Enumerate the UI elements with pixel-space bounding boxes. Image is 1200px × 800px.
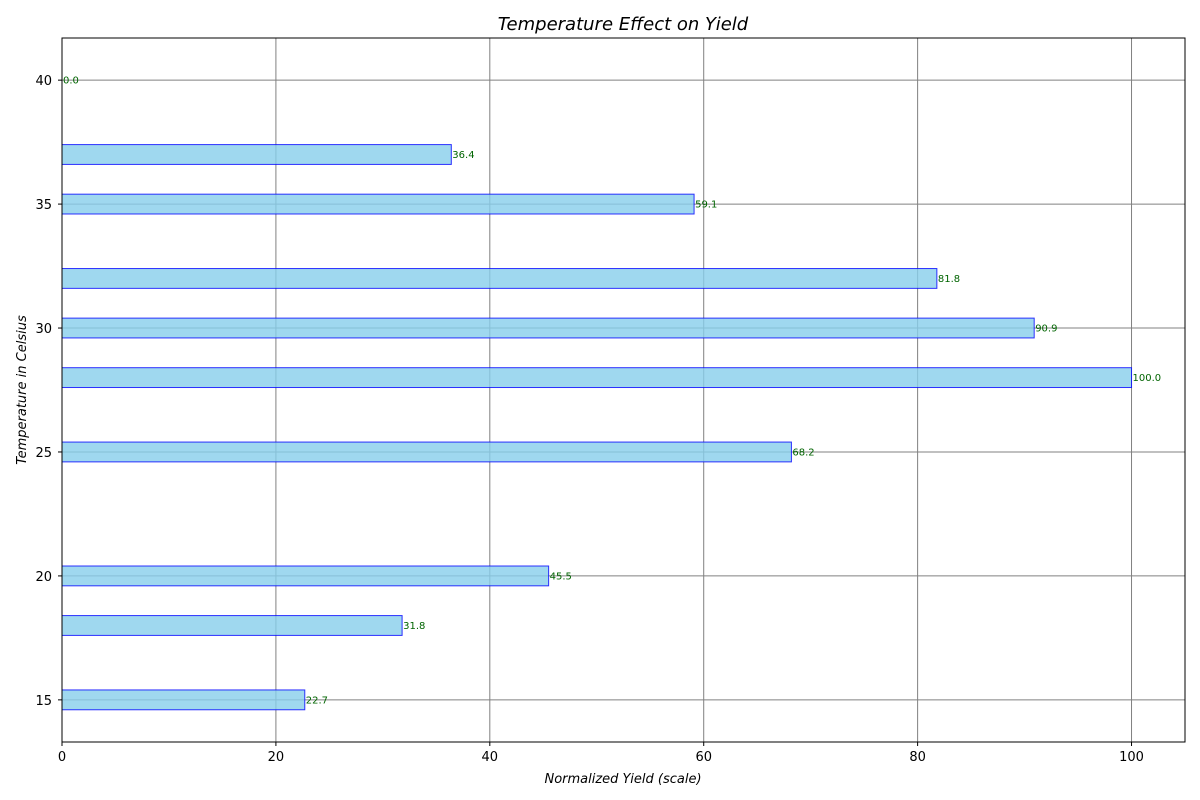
bar bbox=[62, 616, 402, 636]
y-tick-label: 40 bbox=[35, 74, 52, 89]
x-tick-label: 100 bbox=[1119, 750, 1144, 765]
bar bbox=[62, 566, 549, 586]
bar-value-label: 100.0 bbox=[1133, 373, 1162, 384]
bar bbox=[62, 145, 451, 165]
bar bbox=[62, 442, 791, 462]
x-tick-label: 20 bbox=[268, 750, 285, 765]
x-tick-label: 40 bbox=[482, 750, 499, 765]
bar-value-label: 59.1 bbox=[695, 200, 717, 211]
y-axis-label: Temperature in Celsius bbox=[15, 315, 30, 465]
bar-value-label: 22.7 bbox=[306, 695, 328, 706]
y-tick-label: 35 bbox=[35, 198, 52, 213]
bar-value-label: 90.9 bbox=[1035, 324, 1057, 335]
grid-lines bbox=[62, 38, 1185, 742]
bar-value-label: 81.8 bbox=[938, 274, 960, 285]
bar-value-label: 45.5 bbox=[550, 571, 572, 582]
x-tick-label: 80 bbox=[909, 750, 926, 765]
bar-value-label: 36.4 bbox=[452, 150, 474, 161]
bar bbox=[62, 194, 694, 214]
chart-title: Temperature Effect on Yield bbox=[498, 14, 749, 35]
bars bbox=[62, 145, 1132, 710]
y-tick-label: 25 bbox=[35, 446, 52, 461]
bar bbox=[62, 368, 1132, 388]
x-tick-label: 60 bbox=[695, 750, 712, 765]
bar-value-label: 0.0 bbox=[63, 76, 79, 87]
bar-value-label: 31.8 bbox=[403, 621, 425, 632]
bar-value-label: 68.2 bbox=[792, 447, 814, 458]
bar bbox=[62, 318, 1034, 338]
plot-frame bbox=[62, 38, 1185, 742]
bar bbox=[62, 269, 937, 289]
x-axis-label: Normalized Yield (scale) bbox=[544, 772, 701, 787]
y-tick-label: 30 bbox=[35, 322, 52, 337]
y-tick-label: 20 bbox=[35, 570, 52, 585]
x-tick-label: 0 bbox=[58, 750, 66, 765]
y-tick-label: 15 bbox=[35, 694, 52, 709]
data-labels: 22.7 31.8 45.5 68.2 100.0 90.9 81.8 59.1 36.4 0.0 bbox=[63, 76, 1161, 707]
bar bbox=[62, 690, 305, 710]
axis-ticks: 0 20 40 60 80 100 15 20 25 30 35 40 bbox=[35, 74, 1143, 765]
